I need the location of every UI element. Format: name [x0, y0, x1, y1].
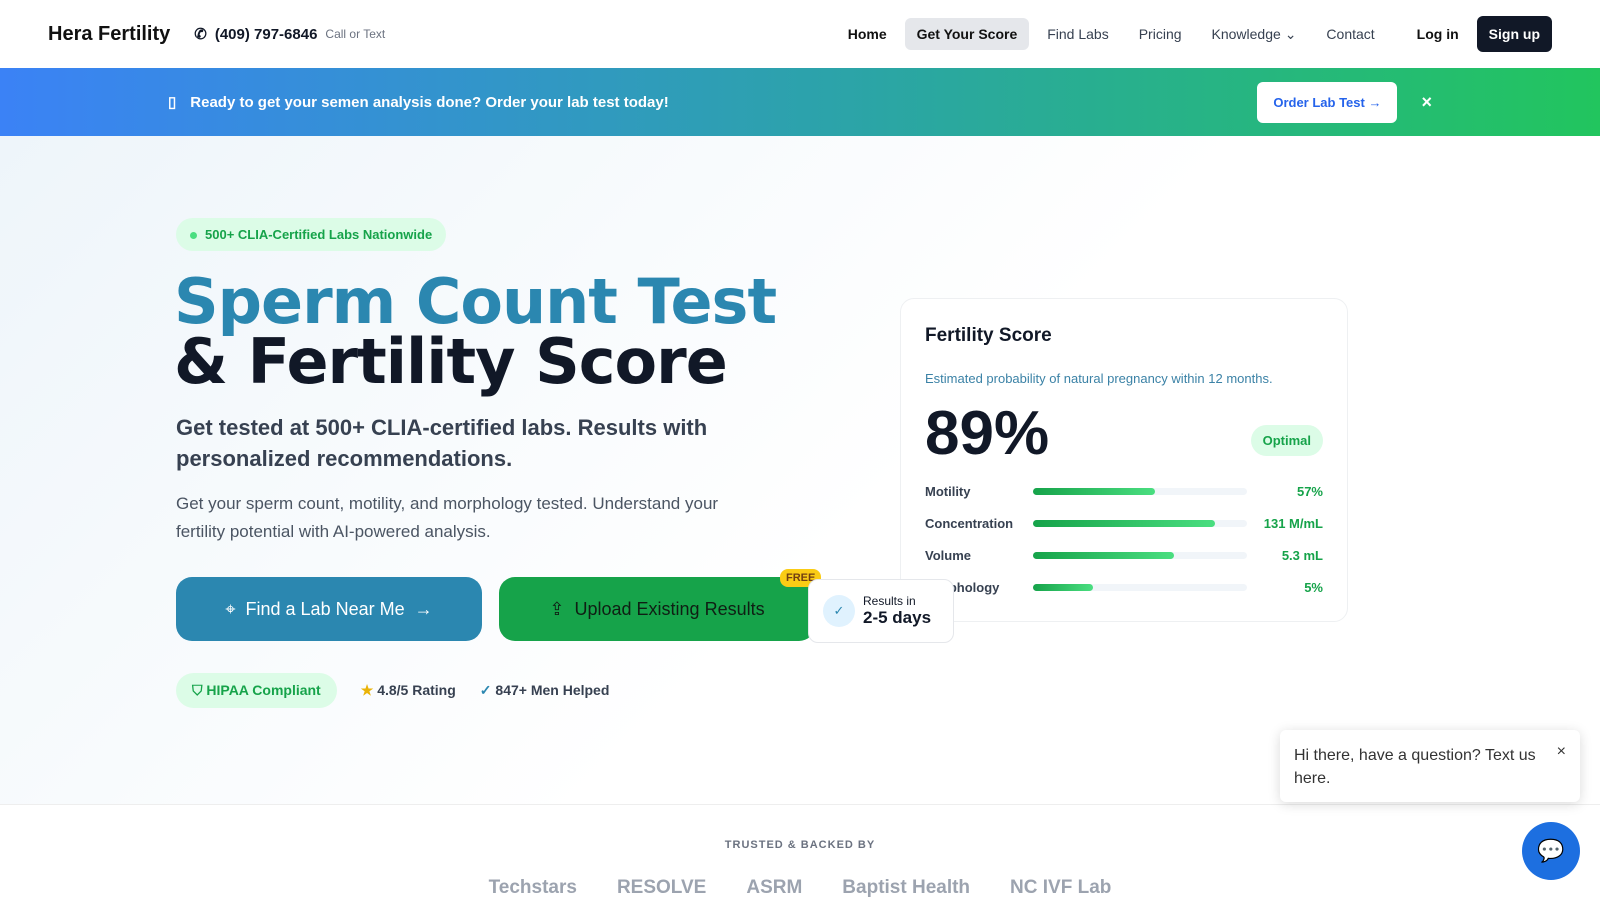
close-chat-icon[interactable]: ×	[1556, 743, 1566, 760]
top-nav: Hera Fertility ✆ (409) 797-6846 Call or Te…	[0, 0, 1600, 68]
phone-icon: ✆	[194, 26, 207, 43]
star-icon: ★	[360, 682, 374, 698]
trusted-title: TRUSTED & BACKED BY	[724, 839, 876, 851]
rating-text: 4.8/5 Rating	[377, 682, 456, 698]
order-lab-test-button[interactable]: Order Lab Test →	[1257, 81, 1398, 123]
nav-home[interactable]: Home	[847, 26, 887, 42]
upload-icon: ⇪	[549, 598, 565, 619]
chat-popup[interactable]: Hi there, have a question? Text us here.…	[1280, 730, 1580, 802]
logo-asrm: ASRM	[746, 877, 803, 898]
page-title: Sperm Count Test & Fertility Score	[174, 265, 777, 393]
test-tube-icon: ▯	[168, 94, 177, 111]
title-line-1: Sperm Count Test	[174, 265, 777, 338]
signup-button[interactable]: Sign up	[1476, 16, 1552, 52]
hero-section: 500+ CLIA-Certified Labs Nationwide Sper…	[0, 136, 1600, 804]
rating-badge: ★ 4.8/5 Rating	[361, 682, 456, 699]
dot-icon	[190, 232, 197, 239]
find-lab-label: Find a Lab Near Me	[245, 598, 405, 619]
nav-contact[interactable]: Contact	[1326, 26, 1375, 42]
phone-contact[interactable]: ✆ (409) 797-6846 Call or Text	[194, 25, 386, 44]
score-value: 89%	[925, 399, 1050, 468]
nav-knowledge-label: Knowledge	[1211, 25, 1281, 42]
metric-value: 5%	[1304, 579, 1323, 595]
chat-bubble-icon: 💬	[1537, 838, 1565, 863]
hipaa-text: HIPAA Compliant	[206, 682, 321, 698]
metric-row: Motility 57%	[925, 475, 1323, 507]
promo-banner: ▯ Ready to get your semen analysis done?…	[0, 68, 1600, 136]
logo-resolve: RESOLVE	[616, 877, 707, 898]
score-title: Fertility Score	[925, 325, 1052, 346]
metric-bar-track	[1033, 583, 1247, 591]
check-icon: ✓	[823, 595, 855, 627]
chat-message: Hi there, have a question? Text us here.	[1294, 747, 1536, 787]
logo-baptist-health: Baptist Health	[842, 877, 971, 898]
men-helped-badge: ✓ 847+ Men Helped	[480, 682, 610, 699]
shield-icon: ⛉	[192, 682, 203, 698]
metric-label: Concentration	[925, 515, 1014, 531]
nav-pricing[interactable]: Pricing	[1138, 26, 1182, 42]
nav-get-your-score[interactable]: Get Your Score	[904, 18, 1030, 50]
men-helped-text: 847+ Men Helped	[495, 682, 610, 698]
arrow-right-icon: →	[1368, 94, 1382, 110]
chevron-down-icon: ⌄	[1284, 25, 1297, 42]
metric-bar-track	[1033, 551, 1247, 559]
logo-nc-ivf-lab: NC IVF Lab	[1010, 877, 1112, 898]
metric-value: 57%	[1296, 483, 1323, 499]
nav-knowledge[interactable]: Knowledge ⌄	[1200, 18, 1309, 51]
title-line-2: & Fertility Score	[174, 325, 728, 398]
phone-number[interactable]: (409) 797-6846	[214, 25, 318, 43]
score-explanation: Estimated probability of natural pregnan…	[925, 371, 1273, 386]
results-time-card: ✓ Results in 2-5 days	[808, 579, 954, 643]
metric-bar-track	[1033, 487, 1247, 495]
metric-bar-fill	[1033, 583, 1093, 591]
phone-note: Call or Text	[325, 27, 386, 41]
metric-label: Motility	[925, 483, 971, 499]
chat-button[interactable]: 💬	[1522, 822, 1580, 880]
badge-text: 500+ CLIA-Certified Labs Nationwide	[205, 227, 433, 242]
results-label: Results in	[863, 594, 916, 608]
map-pin-icon: ⌖	[225, 598, 236, 619]
hipaa-badge: ⛉ HIPAA Compliant	[176, 673, 337, 708]
metric-bar-fill	[1033, 551, 1175, 559]
metric-bar-fill	[1033, 487, 1155, 495]
hero-subtitle: Get tested at 500+ CLIA-certified labs. …	[176, 415, 708, 471]
order-label: Order Lab Test	[1273, 94, 1365, 110]
metric-value: 5.3 mL	[1281, 547, 1323, 563]
fertility-score-card: Fertility Score Estimated probability of…	[900, 298, 1348, 622]
upload-results-button[interactable]: ⇪ Upload Existing Results	[499, 577, 815, 641]
results-value: 2-5 days	[863, 608, 932, 627]
login-button[interactable]: Log in	[1416, 26, 1459, 42]
metric-bar-fill	[1033, 519, 1215, 527]
metric-bar-track	[1033, 519, 1247, 527]
status-badge: Optimal	[1250, 425, 1323, 456]
metric-value: 131 M/mL	[1263, 515, 1323, 531]
arrow-right-icon: →	[414, 598, 433, 619]
banner-text: Ready to get your semen analysis done? O…	[190, 93, 669, 111]
metric-label: Volume	[925, 547, 971, 563]
metric-row: Concentration 131 M/mL	[925, 507, 1323, 539]
find-lab-button[interactable]: ⌖ Find a Lab Near Me →	[176, 577, 482, 641]
metric-row: Volume 5.3 mL	[925, 539, 1323, 571]
trust-badges: ⛉ HIPAA Compliant ★ 4.8/5 Rating ✓ 847+ …	[176, 673, 609, 708]
hero-description: Get your sperm count, motility, and morp…	[176, 494, 719, 541]
check-icon: ✓	[479, 682, 492, 698]
nav-find-labs[interactable]: Find Labs	[1047, 26, 1109, 42]
trusted-section: TRUSTED & BACKED BY Techstars RESOLVE AS…	[0, 804, 1600, 899]
brand-logo[interactable]: Hera Fertility	[48, 22, 171, 45]
metric-row: Morphology 5%	[925, 571, 1323, 603]
close-banner-icon[interactable]: ×	[1421, 91, 1432, 112]
logo-techstars: Techstars	[488, 877, 577, 898]
labs-badge: 500+ CLIA-Certified Labs Nationwide	[176, 218, 447, 251]
upload-label: Upload Existing Results	[574, 598, 765, 619]
